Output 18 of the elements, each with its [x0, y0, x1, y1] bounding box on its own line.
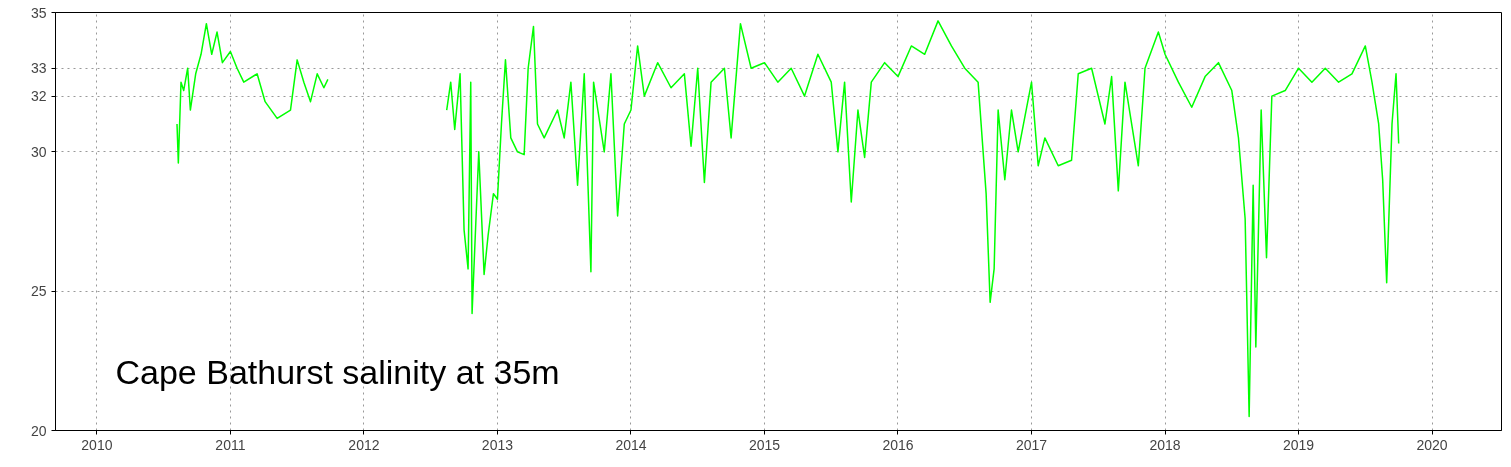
annotation: Cape Bathurst salinity at 35m	[115, 352, 560, 391]
x-tick-label: 2018	[1149, 436, 1181, 453]
y-tick-label: 30	[30, 143, 47, 160]
x-tick-label: 2011	[215, 436, 246, 453]
x-tick-label: 2014	[615, 436, 647, 453]
y-tick-label: 25	[30, 283, 47, 300]
y-tick-label: 35	[30, 4, 47, 21]
x-tick-label: 2017	[1015, 436, 1048, 453]
x-tick-label: 2019	[1282, 436, 1315, 453]
y-tick-label: 20	[30, 422, 47, 439]
x-tick-label: 2015	[748, 436, 781, 453]
x-tick-label: 2020	[1416, 436, 1448, 453]
y-tick-label: 32	[30, 88, 47, 105]
x-tick-label: 2012	[348, 436, 380, 453]
x-tick-label: 2010	[81, 436, 113, 453]
x-tick-label: 2016	[882, 436, 914, 453]
y-tick-label: 33	[30, 60, 47, 77]
x-tick-label: 2013	[481, 436, 514, 453]
